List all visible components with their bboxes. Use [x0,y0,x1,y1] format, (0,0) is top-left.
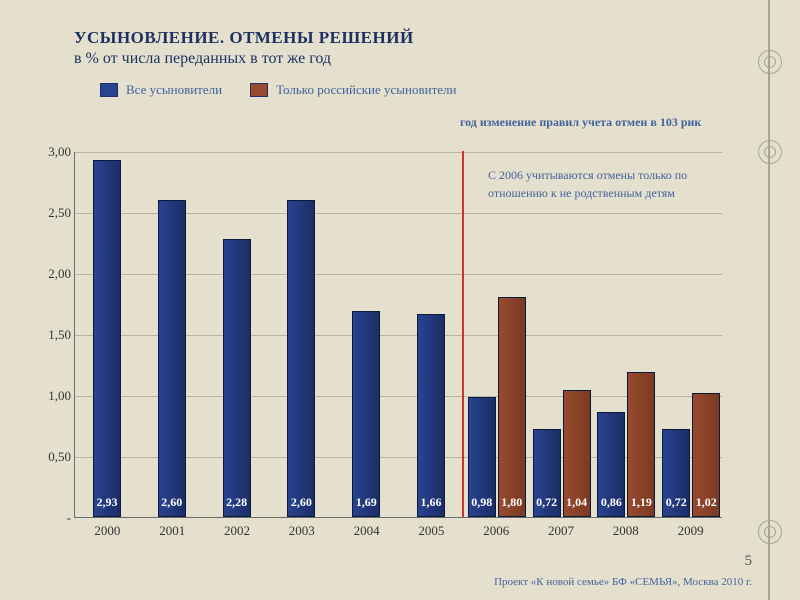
x-tick-label: 2008 [593,517,658,539]
legend-item-series2: Только российские усыновители [250,82,456,98]
x-tick-label: 2000 [75,517,140,539]
bar-value-label: 2,60 [288,495,314,510]
decorative-vine [748,0,788,600]
bar-value-label: 1,02 [693,495,719,510]
bar-series2: 1,04 [563,390,591,517]
bar-value-label: 1,66 [418,495,444,510]
y-tick-label: 2,00 [31,266,71,282]
bar-series1: 2,28 [223,239,251,517]
bar-series1: 0,86 [597,412,625,517]
legend-swatch-series2 [250,83,268,97]
reference-line [462,151,464,517]
bar-series1: 0,72 [662,429,690,517]
bar-series1: 2,60 [287,200,315,517]
chart-subtitle: в % от числа переданных в тот же год [74,50,331,68]
x-tick-label: 2007 [529,517,594,539]
bar-value-label: 2,60 [159,495,185,510]
bar-value-label: 1,69 [353,495,379,510]
footer-credit: Проект «К новой семье» БФ «СЕМЬЯ», Москв… [494,576,752,588]
legend-label-series2: Только российские усыновители [276,82,456,98]
bar-value-label: 2,28 [224,495,250,510]
annotation-top: год изменение правил учета отмен в 103 р… [460,114,720,131]
legend-swatch-series1 [100,83,118,97]
x-tick-label: 2005 [399,517,464,539]
bar-series2: 1,80 [498,297,526,517]
bar-chart: 2,9320002,6020012,2820022,6020031,692004… [74,152,722,518]
bar-series1: 2,60 [158,200,186,517]
x-tick-label: 2006 [464,517,529,539]
legend-item-series1: Все усыновители [100,82,222,98]
bar-series1: 0,72 [533,429,561,517]
bar-series1: 1,69 [352,311,380,517]
y-tick-label: 0,50 [31,449,71,465]
y-tick-label: 1,50 [31,327,71,343]
bar-value-label: 0,72 [663,495,689,510]
legend: Все усыновители Только российские усынов… [100,82,457,98]
page-number: 5 [745,553,753,570]
chart-title: УСЫНОВЛЕНИЕ. ОТМЕНЫ РЕШЕНИЙ [74,28,414,48]
x-tick-label: 2003 [269,517,334,539]
y-tick-label: 1,00 [31,388,71,404]
bar-value-label: 0,86 [598,495,624,510]
bar-value-label: 1,19 [628,495,654,510]
y-tick-label: 3,00 [31,144,71,160]
x-tick-label: 2009 [658,517,723,539]
bar-series1: 0,98 [468,397,496,517]
x-tick-label: 2001 [140,517,205,539]
bar-series1: 2,93 [93,160,121,517]
bar-value-label: 2,93 [94,495,120,510]
bar-series2: 1,19 [627,372,655,517]
x-tick-label: 2004 [334,517,399,539]
legend-label-series1: Все усыновители [126,82,222,98]
bar-value-label: 0,98 [469,495,495,510]
y-tick-label: 2,50 [31,205,71,221]
bar-value-label: 0,72 [534,495,560,510]
bar-series2: 1,02 [692,393,720,517]
bar-series1: 1,66 [417,314,445,517]
bar-value-label: 1,04 [564,495,590,510]
x-tick-label: 2002 [205,517,270,539]
bar-value-label: 1,80 [499,495,525,510]
y-tick-label: - [31,510,71,526]
